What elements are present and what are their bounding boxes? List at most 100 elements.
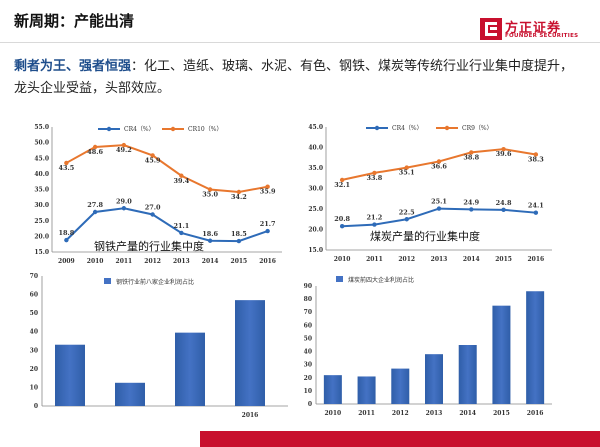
series-point	[121, 142, 127, 148]
intro-paragraph: 剩者为王、强者恒强：化工、造纸、玻璃、水泥、有色、钢铁、煤炭等传统行业行业集中度…	[14, 56, 586, 100]
series-point	[372, 222, 377, 227]
x-tick-label: 2014	[463, 256, 480, 263]
data-label: 27.8	[87, 201, 103, 209]
y-tick-label: 55.0	[34, 124, 49, 131]
steel-concentration-svg: 15.0 20.0 25.0 30.0 35.0 40.0 45.0 50.0 55.0 2009…	[34, 124, 282, 265]
y-tick-label: 70	[304, 309, 312, 316]
y-tick-label: 15.0	[308, 247, 323, 254]
y-tick-label: 40	[30, 329, 38, 336]
data-label: 34.2	[231, 193, 247, 201]
logo-text-en: FOUNDER SECURITIES	[505, 33, 579, 39]
x-tick-label: 2013	[173, 258, 190, 265]
data-label: 39.6	[496, 150, 512, 158]
series-point	[64, 237, 69, 243]
legend-marker	[106, 126, 112, 132]
bar	[235, 300, 265, 406]
legend-swatch	[336, 276, 343, 282]
y-tick-label: 50.0	[34, 140, 49, 147]
x-tick-label: 2012	[144, 258, 161, 265]
y-tick-label: 60	[30, 292, 38, 299]
x-tick-label: 2015	[495, 256, 512, 263]
x-tick-label: 2013	[431, 256, 448, 263]
data-label: 29.0	[116, 197, 132, 205]
series-point	[179, 230, 184, 236]
series-point	[150, 153, 155, 158]
x-tick-label: 2011	[358, 410, 375, 417]
y-tick-label: 35.0	[308, 165, 323, 172]
steel-profit-share-chart: 0 10 20 30 40 50 60 70 2016 钢铁行业前八家企业利润占比	[0, 270, 292, 422]
logo-text-cn: 方正证券	[505, 21, 562, 36]
data-label: 33.8	[367, 174, 383, 182]
y-tick-label: 45.0	[308, 124, 323, 131]
legend-label: CR9（%）	[462, 125, 493, 132]
y-tick-label: 30	[304, 362, 312, 369]
data-label: 21.7	[260, 220, 276, 228]
chart-caption: 煤炭产量的行业集中度	[370, 229, 480, 243]
y-tick-label: 30.0	[308, 186, 323, 193]
bar	[492, 305, 511, 404]
data-label: 18.8	[58, 229, 74, 237]
x-tick-label: 2015	[231, 258, 248, 265]
data-label: 22.5	[399, 208, 415, 216]
footer-brand-bar	[200, 431, 600, 447]
series-point	[207, 238, 213, 243]
data-label: 45.9	[145, 156, 161, 164]
data-label: 35.9	[260, 188, 276, 196]
y-tick-label: 10	[304, 388, 312, 395]
y-tick-label: 10	[30, 384, 38, 391]
legend-label: CR4（%）	[392, 125, 423, 132]
bar	[115, 382, 145, 406]
bar	[323, 375, 342, 404]
y-tick-label: 40	[304, 349, 312, 356]
x-tick-label: 2016	[527, 410, 544, 417]
bar	[526, 291, 545, 404]
series-point	[236, 238, 242, 244]
intro-emphasis: 剩者为王、强者恒强	[14, 59, 132, 74]
series-point	[372, 170, 377, 176]
y-tick-label: 15.0	[34, 249, 49, 256]
y-tick-label: 50	[30, 310, 38, 317]
legend-label: CR10（%）	[188, 126, 222, 133]
title-divider	[0, 42, 600, 43]
series-point	[501, 146, 506, 152]
y-tick-label: 25.0	[308, 206, 323, 213]
series-point	[236, 189, 242, 195]
x-tick-label: 2010	[334, 256, 351, 263]
series-point	[339, 177, 345, 183]
data-label: 35.0	[202, 191, 218, 199]
series-point	[92, 144, 98, 150]
series-point	[179, 173, 184, 178]
data-label: 38.8	[463, 153, 479, 161]
y-tick-label: 20	[304, 375, 312, 382]
steel-profit-share-svg: 0 10 20 30 40 50 60 70 2016 钢铁行业前八家企业利润占比	[30, 273, 288, 419]
chart-caption: 钢铁产量的行业集中度	[94, 239, 204, 253]
x-tick-label: 2016	[242, 412, 259, 419]
y-tick-label: 40.0	[34, 171, 49, 178]
y-tick-label: 70	[30, 273, 38, 280]
y-tick-label: 80	[304, 296, 312, 303]
page-title: 新周期：产能出清	[14, 12, 135, 30]
data-label: 21.2	[367, 214, 383, 222]
company-logo: 方正证券 FOUNDER SECURITIES	[480, 18, 592, 42]
x-tick-label: 2013	[426, 410, 443, 417]
series-line-1	[65, 207, 268, 243]
x-tick-label: 2014	[202, 258, 219, 265]
y-tick-label: 0	[308, 401, 312, 408]
series-point	[121, 206, 127, 211]
coal-profit-share-chart: 0 10 20 30 40 50 60 70 80 90 2010 2011 2012 2013 2014 2…	[296, 270, 596, 422]
bar	[425, 354, 443, 404]
coal-concentration-chart: 15.0 20.0 25.0 30.0 35.0 40.0 45.0 2010 2011 2012…	[300, 116, 600, 272]
series-point	[404, 217, 409, 222]
x-tick-label: 2011	[116, 258, 133, 265]
data-label: 32.1	[334, 181, 350, 189]
series-point	[265, 184, 270, 189]
bar	[175, 332, 205, 406]
x-tick-label: 2015	[493, 410, 510, 417]
series-point	[436, 206, 442, 211]
series-point	[469, 207, 474, 212]
legend-marker	[170, 126, 176, 132]
data-label: 20.8	[334, 215, 350, 223]
legend-marker	[374, 125, 380, 131]
x-tick-label: 2012	[392, 410, 409, 417]
series-point	[207, 187, 213, 192]
